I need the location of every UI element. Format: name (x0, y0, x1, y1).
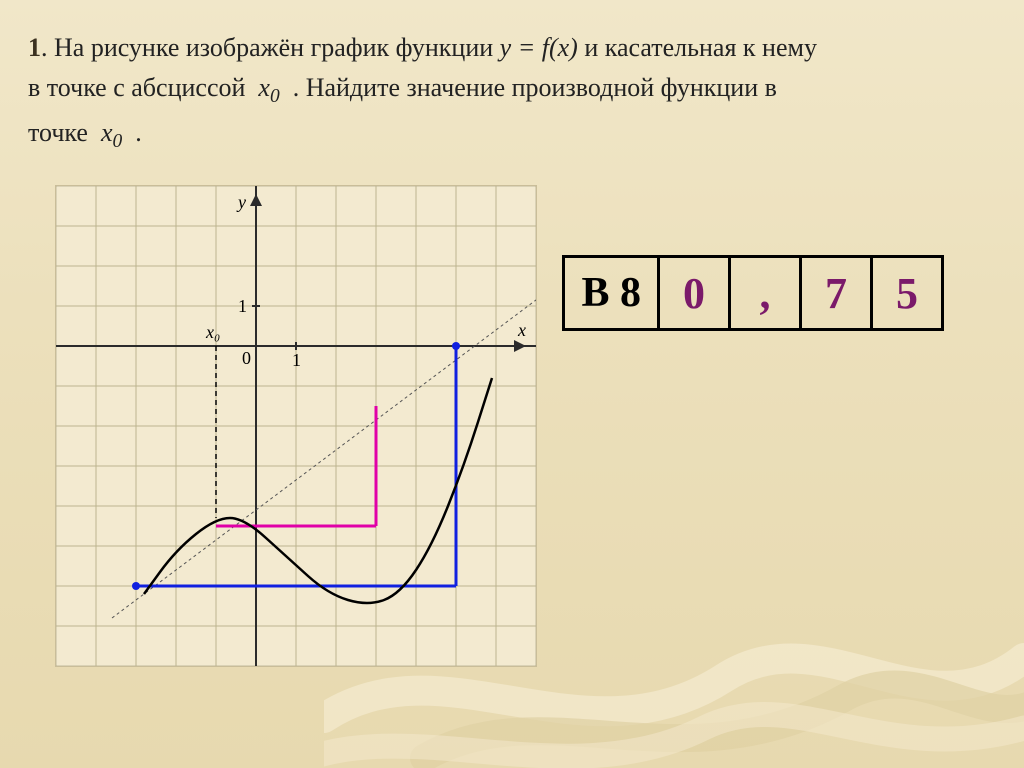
x-sub: 0 (113, 131, 123, 152)
text-segment: . (135, 118, 142, 147)
text-segment: точке (28, 118, 88, 147)
x-letter: x (258, 73, 270, 102)
text-segment: . Найдите значение производной функции в (293, 73, 777, 102)
problem-number: 1 (28, 33, 41, 62)
svg-text:0: 0 (242, 348, 251, 368)
x-sub: 0 (270, 86, 280, 107)
answer-box: В 8 0 , 7 5 (562, 255, 944, 331)
svg-text:1: 1 (238, 296, 247, 316)
svg-text:1: 1 (292, 350, 301, 370)
answer-cell: 0 (660, 258, 731, 328)
answer-cell: , (731, 258, 802, 328)
graph-svg: y x 0 1 1 x₀ (56, 186, 536, 666)
svg-text:x₀: x₀ (205, 322, 220, 342)
svg-text:y: y (236, 192, 246, 212)
text-segment: в точке с абсциссой (28, 73, 245, 102)
problem-text: 1. На рисунке изображён график функции y… (28, 28, 996, 157)
answer-cell: 7 (802, 258, 873, 328)
svg-text:x: x (517, 320, 526, 340)
x0-symbol: x0 (258, 73, 279, 102)
text-segment: и касательная к нему (584, 33, 817, 62)
answer-label: В 8 (565, 258, 660, 328)
text-segment: . На рисунке изображён график функции (41, 33, 493, 62)
slide: 1. На рисунке изображён график функции y… (0, 0, 1024, 768)
x-letter: x (101, 118, 113, 147)
function-expr: y = f(x) (500, 33, 578, 62)
answer-cell: 5 (873, 258, 941, 328)
x0-symbol: x0 (101, 118, 122, 147)
graph-panel: y x 0 1 1 x₀ (55, 185, 537, 667)
